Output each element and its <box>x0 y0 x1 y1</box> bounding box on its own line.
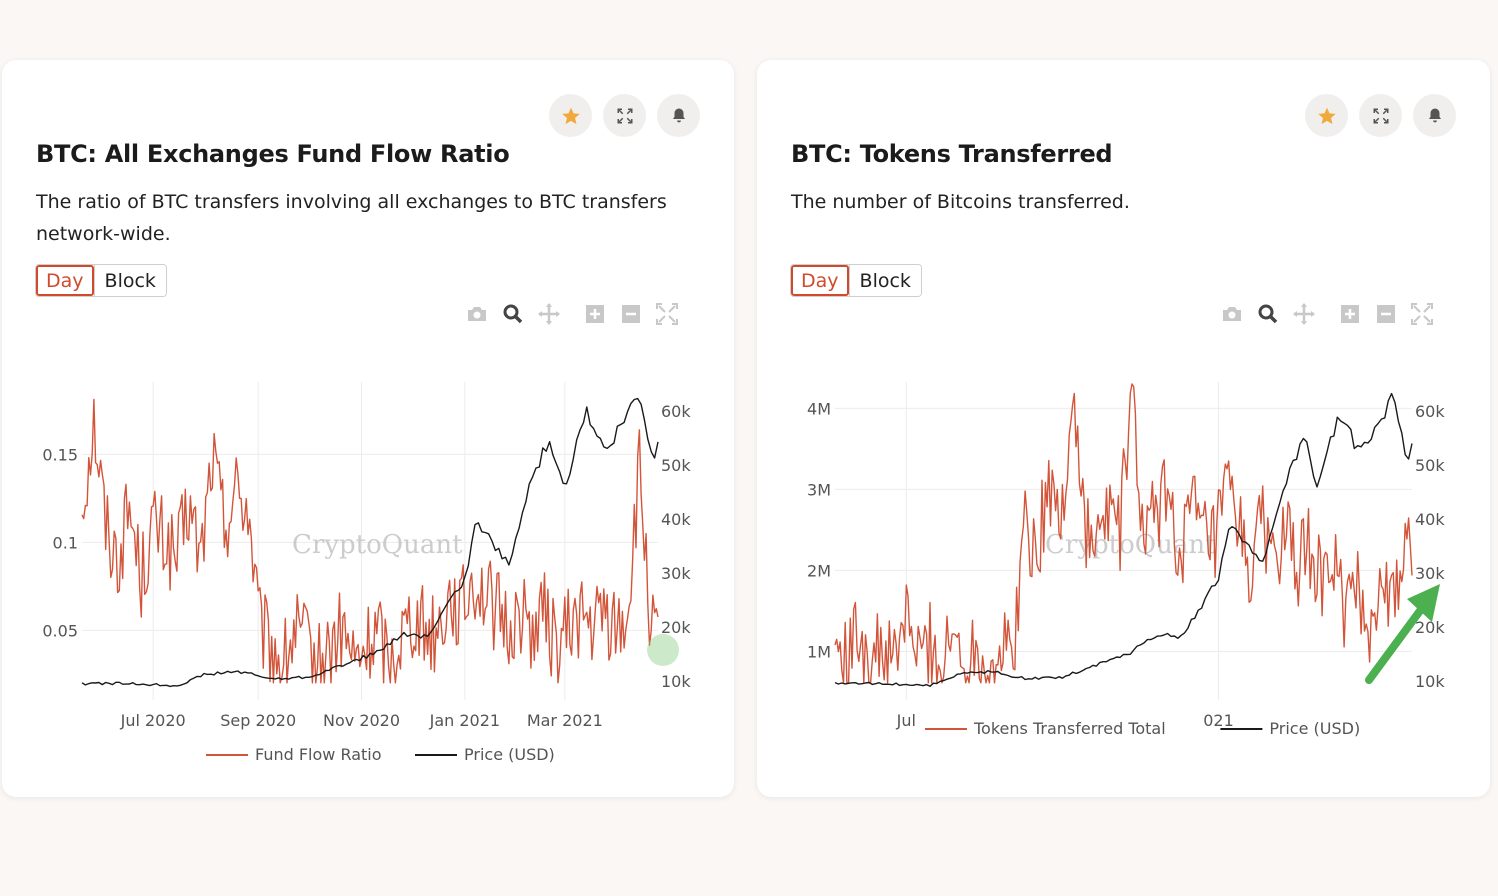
legend-label: Price (USD) <box>1269 719 1360 738</box>
zoom-out-icon <box>622 305 640 323</box>
card-title: BTC: Tokens Transferred <box>791 140 1113 168</box>
y2-tick-label: 20k <box>661 618 691 637</box>
x-tick-label: Sep 2020 <box>220 711 296 730</box>
price-series-line <box>81 397 659 688</box>
expand-button[interactable] <box>1359 94 1402 137</box>
camera-icon <box>468 307 486 321</box>
download-png-button[interactable] <box>1220 302 1244 326</box>
y2-tick-label: 10k <box>1415 672 1445 691</box>
y2-tick-label: 60k <box>661 402 691 421</box>
interval-tabs: Day Block <box>35 264 167 297</box>
zoom-in-button[interactable] <box>1338 302 1362 326</box>
expand-icon <box>617 108 632 123</box>
zoom-out-icon <box>1377 305 1395 323</box>
watermark: CryptoQuant <box>1045 530 1216 560</box>
star-icon <box>1317 107 1336 124</box>
y-tick-label: 3M <box>807 480 831 499</box>
annotation-arrow <box>1365 584 1440 684</box>
x-tick-label: Mar 2021 <box>527 711 603 730</box>
star-icon <box>561 107 580 124</box>
fund-flow-ratio-chart[interactable]: 0.05 0.1 0.15 10k 20k 30k 40k 50k 60k Jul 2020 Sep… <box>2 322 734 764</box>
tab-day[interactable]: Day <box>36 265 94 296</box>
card-title: BTC: All Exchanges Fund Flow Ratio <box>36 140 510 168</box>
bell-icon <box>672 108 685 122</box>
interval-tabs: Day Block <box>790 264 922 297</box>
card-description: The number of Bitcoins transferred. <box>791 191 1130 213</box>
metric-series-line <box>81 398 659 684</box>
autoscale-button[interactable] <box>1410 302 1434 326</box>
tab-block[interactable]: Block <box>93 265 166 296</box>
favorite-button[interactable] <box>1305 94 1348 137</box>
y-tick-label: 4M <box>807 399 831 418</box>
zoom-in-icon <box>1341 305 1359 323</box>
zoom-icon <box>1258 304 1278 324</box>
y2-tick-label: 60k <box>1415 402 1445 421</box>
alert-button[interactable] <box>657 94 700 137</box>
autoscale-icon <box>1411 303 1433 325</box>
x-tick-label: 021 <box>1203 711 1234 730</box>
y2-tick-label: 10k <box>661 672 691 691</box>
autoscale-icon <box>656 303 678 325</box>
y2-tick-label: 30k <box>1415 564 1445 583</box>
tab-day[interactable]: Day <box>791 265 849 296</box>
card-description: The ratio of BTC transfers involving all… <box>36 191 667 245</box>
card-actions <box>549 94 700 137</box>
legend-label: Fund Flow Ratio <box>255 745 382 764</box>
pan-button[interactable] <box>1292 302 1316 326</box>
camera-icon <box>1223 307 1241 321</box>
price-series-line <box>834 392 1413 687</box>
y2-tick-label: 40k <box>1415 510 1445 529</box>
arrow-shaft <box>1365 600 1429 684</box>
bell-icon <box>1428 108 1441 122</box>
pan-button[interactable] <box>537 302 561 326</box>
watermark: CryptoQuant <box>292 530 463 560</box>
expand-button[interactable] <box>603 94 646 137</box>
alert-button[interactable] <box>1413 94 1456 137</box>
y-tick-label: 0.15 <box>42 445 78 464</box>
pan-icon <box>538 303 560 325</box>
tab-block[interactable]: Block <box>848 265 921 296</box>
zoom-icon <box>503 304 523 324</box>
y-tick-label: 0.1 <box>53 533 78 552</box>
legend-label: Tokens Transferred Total <box>973 719 1166 738</box>
y-tick-label: 0.05 <box>42 621 78 640</box>
x-tick-label: Jan 2021 <box>429 711 500 730</box>
zoom-in-button[interactable] <box>583 302 607 326</box>
x-tick-label: Jul 2020 <box>120 711 186 730</box>
legend: Fund Flow Ratio Price (USD) <box>206 745 555 764</box>
y2-tick-label: 50k <box>661 456 691 475</box>
zoom-out-button[interactable] <box>619 302 643 326</box>
chart-card-tokens-transferred: BTC: Tokens Transferred The number of Bi… <box>757 60 1490 797</box>
download-png-button[interactable] <box>465 302 489 326</box>
chart-modebar <box>1220 302 1434 326</box>
arrow-head <box>1407 584 1440 622</box>
tokens-transferred-chart[interactable]: 1M 2M 3M 4M 10k 20k 30k 40k 50k 60k Jul 021 CryptoQu… <box>757 322 1490 738</box>
card-actions <box>1305 94 1456 137</box>
favorite-button[interactable] <box>549 94 592 137</box>
chart-card-fund-flow-ratio: BTC: All Exchanges Fund Flow Ratio The r… <box>2 60 734 797</box>
y-tick-label: 1M <box>807 642 831 661</box>
x-tick-label: Jul <box>896 711 916 730</box>
y2-tick-label: 20k <box>1415 618 1445 637</box>
zoom-out-button[interactable] <box>1374 302 1398 326</box>
zoom-in-icon <box>586 305 604 323</box>
metric-series-line <box>834 383 1413 684</box>
zoom-button[interactable] <box>1256 302 1280 326</box>
y2-tick-label: 30k <box>661 564 691 583</box>
x-tick-label: Nov 2020 <box>323 711 400 730</box>
hover-highlight <box>647 634 679 666</box>
y2-tick-label: 40k <box>661 510 691 529</box>
legend-label: Price (USD) <box>464 745 555 764</box>
autoscale-button[interactable] <box>655 302 679 326</box>
pan-icon <box>1293 303 1315 325</box>
expand-icon <box>1373 108 1388 123</box>
zoom-button[interactable] <box>501 302 525 326</box>
y2-tick-label: 50k <box>1415 456 1445 475</box>
y-tick-label: 2M <box>807 561 831 580</box>
legend: Tokens Transferred Total Price (USD) <box>925 719 1360 738</box>
chart-modebar <box>465 302 679 326</box>
